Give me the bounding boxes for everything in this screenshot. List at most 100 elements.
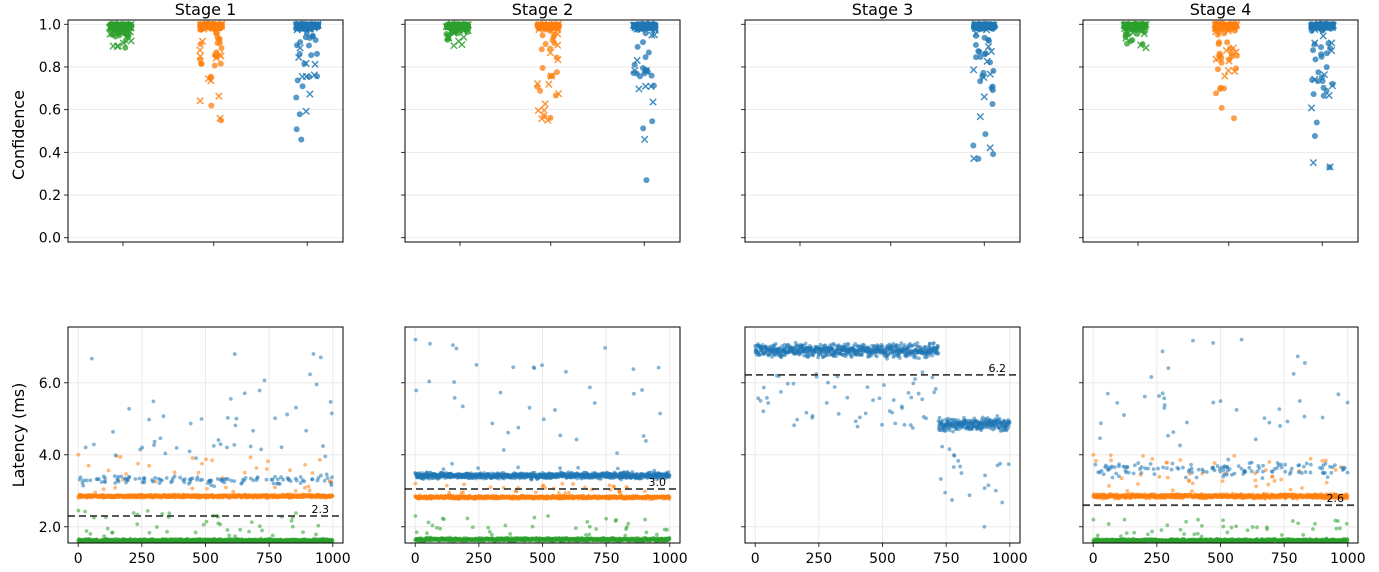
latency-point-orange-379: [172, 470, 177, 475]
latency-point-blue-90: [225, 415, 230, 420]
latency-point-blue-137: [159, 478, 164, 483]
latency-point-blue-18: [281, 477, 286, 482]
confidence-point-blue-31: [970, 142, 977, 149]
x-tick-label-2: 500: [192, 551, 219, 567]
latency-point-blue-107: [178, 475, 183, 480]
latency-point-blue-76: [153, 475, 158, 480]
latency-point-blue-44: [325, 476, 330, 480]
confidence-point-blue-89: [1325, 91, 1333, 100]
confidence-point-orange-15: [539, 32, 546, 39]
latency-point-orange-999: [330, 494, 335, 499]
latency-point-blue-146: [157, 481, 162, 486]
latency-point-green-354: [503, 523, 508, 528]
confidence-point-blue-37: [639, 39, 646, 46]
confidence-point-orange-12: [208, 102, 215, 109]
latency-point-blue-8: [328, 400, 333, 404]
confidence-point-orange-21: [211, 62, 218, 69]
latency-panel-2: 3.00 250 500 750 1000: [401, 326, 688, 567]
confidence-point-orange-132: [544, 24, 551, 31]
panel-title-1: Stage 1: [175, 0, 237, 19]
latency-point-green-461: [530, 524, 535, 529]
confidence-point-blue-97: [309, 32, 316, 39]
confidence-point-blue-23: [984, 42, 993, 51]
latency-point-blue-2: [279, 445, 284, 450]
confidence-point-blue-0: [975, 155, 982, 162]
latency-point-orange-526: [210, 458, 215, 463]
latency-point-blue-39: [164, 476, 169, 480]
latency-point-blue-118: [156, 476, 161, 481]
y-tick-label-2: 6.0: [39, 376, 61, 392]
confidence-point-green-131: [455, 23, 463, 31]
latency-point-blue-163: [78, 475, 83, 480]
confidence-point-orange-25: [217, 60, 224, 67]
confidence-point-blue-109: [648, 72, 655, 79]
latency-point-blue-120: [103, 480, 108, 484]
confidence-point-blue-87: [990, 151, 997, 158]
latency-point-green-593: [227, 533, 232, 538]
latency-point-green-135: [110, 530, 115, 535]
latency-point-blue-52: [189, 477, 193, 482]
latency-point-orange-449: [190, 456, 195, 460]
confidence-point-blue-105: [1307, 104, 1316, 112]
confidence-point-blue-127: [299, 83, 306, 90]
threshold-label: 2.3: [312, 503, 330, 516]
confidence-point-blue-64: [631, 61, 638, 68]
confidence-point-green-133: [1127, 38, 1134, 45]
confidence-point-blue-136: [645, 21, 652, 28]
confidence-point-blue-64: [970, 154, 978, 163]
latency-point-blue-37: [251, 428, 256, 433]
confidence-point-orange-108: [547, 114, 554, 121]
latency-point-blue-61: [140, 445, 145, 450]
confidence-panel-3: Stage 3: [741, 0, 1021, 246]
latency-point-green-934: [314, 532, 318, 537]
y-tick-label-0: 0.0: [39, 231, 61, 247]
confidence-point-blue-82: [972, 41, 979, 48]
confidence-point-orange-66: [538, 46, 545, 53]
latency-point-orange-100: [101, 487, 106, 492]
latency-point-green-301: [489, 532, 494, 537]
confidence-point-blue-116: [982, 131, 989, 138]
latency-point-blue-73: [89, 356, 94, 361]
confidence-point-orange-69: [218, 45, 225, 52]
latency-point-blue-156: [293, 476, 298, 481]
latency-point-green-999: [330, 539, 335, 543]
latency-point-blue-167: [222, 480, 227, 485]
confidence-point-green-119: [112, 33, 119, 40]
confidence-point-blue-121: [976, 112, 985, 121]
latency-point-blue-106: [329, 483, 334, 487]
confidence-point-orange-79: [1233, 52, 1240, 59]
latency-point-orange-832: [288, 468, 292, 473]
latency-point-blue-130: [187, 449, 192, 454]
latency-points-1: [76, 352, 335, 543]
latency-point-orange-904: [306, 484, 311, 489]
latency-point-blue-72: [194, 456, 198, 461]
confidence-point-blue-134: [630, 23, 637, 30]
latency-point-blue-94: [233, 423, 238, 428]
latency-point-orange-124: [444, 483, 449, 488]
y-tick-label-0: 2.0: [39, 520, 61, 536]
latency-point-green-883: [301, 530, 305, 535]
latency-points-2: [413, 337, 672, 543]
latency-point-orange-1: [413, 481, 418, 486]
confidence-point-blue-81: [1310, 91, 1317, 98]
latency-point-blue-140: [240, 480, 244, 485]
latency-point-green-682: [249, 520, 254, 525]
confidence-point-orange-139: [555, 22, 562, 29]
confidence-point-green-118: [109, 42, 117, 50]
latency-point-green-903: [643, 517, 648, 522]
confidence-point-orange-58: [547, 73, 554, 80]
latency-point-orange-296: [488, 485, 493, 490]
latency-point-orange-448: [190, 486, 195, 491]
latency-point-blue-125: [113, 481, 118, 485]
latency-point-blue-141: [228, 397, 233, 401]
latency-point-blue-157: [194, 477, 199, 482]
latency-point-green-373: [508, 532, 513, 536]
confidence-point-blue-124: [1320, 71, 1329, 79]
confidence-point-blue-88: [980, 93, 988, 101]
latency-point-orange-119: [106, 468, 111, 473]
confidence-point-blue-111: [1319, 32, 1327, 40]
latency-point-blue-152: [211, 444, 216, 448]
latency-point-blue-168: [80, 481, 85, 485]
confidence-point-orange-134: [1219, 22, 1226, 29]
confidence-point-blue-118: [647, 82, 655, 91]
